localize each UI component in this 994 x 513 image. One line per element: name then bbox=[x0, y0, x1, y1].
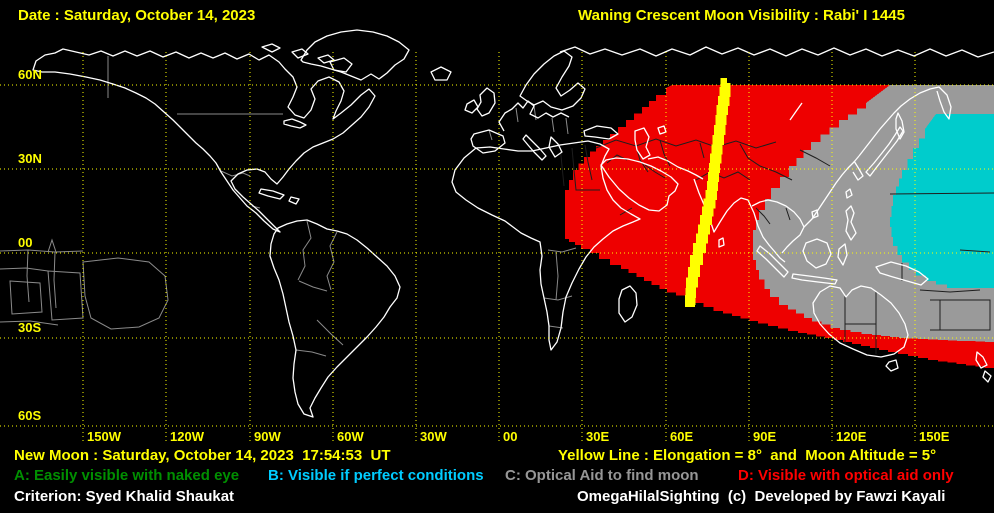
longitude-label: 60W bbox=[337, 429, 364, 444]
new-moon-label: New Moon : Saturday, October 14, 2023 17… bbox=[14, 447, 391, 464]
elongation-line bbox=[685, 78, 731, 307]
date-label: Date : Saturday, October 14, 2023 bbox=[18, 7, 256, 24]
longitude-label: 120W bbox=[170, 429, 205, 444]
legend-item-b: B: Visible if perfect conditions bbox=[268, 467, 484, 484]
graticule: 150W 120W 90W 60W 30W 00 30E 60E 90E 120E 150E 60N 3… bbox=[0, 52, 994, 444]
visibility-zones bbox=[565, 85, 994, 368]
longitude-label: 90E bbox=[753, 429, 776, 444]
legend-item-c: C: Optical Aid to find moon bbox=[505, 467, 699, 484]
latitude-label: 30S bbox=[18, 320, 41, 335]
longitude-label: 30E bbox=[586, 429, 609, 444]
longitude-label: 60E bbox=[670, 429, 693, 444]
legend-item-a: A: Easily visible with naked eye bbox=[14, 467, 240, 484]
page-title: Waning Crescent Moon Visibility : Rabi' … bbox=[578, 7, 905, 24]
longitude-label: 30W bbox=[420, 429, 447, 444]
country-borders-dark bbox=[559, 138, 994, 354]
legend-item-d: D: Visible with optical aid only bbox=[738, 467, 954, 484]
credit-label: OmegaHilalSighting (c) Developed by Fawz… bbox=[577, 488, 946, 505]
latitude-label: 30N bbox=[18, 151, 42, 166]
latitude-label: 60N bbox=[18, 67, 42, 82]
longitude-label: 150W bbox=[87, 429, 122, 444]
longitude-label: 150E bbox=[919, 429, 950, 444]
latitude-label: 00 bbox=[18, 235, 32, 250]
country-borders-gray bbox=[0, 56, 577, 357]
longitude-label: 120E bbox=[836, 429, 867, 444]
latitude-label: 60S bbox=[18, 408, 41, 423]
zone-b-cyan bbox=[890, 114, 994, 288]
criterion-label: Criterion: Syed Khalid Shaukat bbox=[14, 488, 235, 505]
longitude-label: 00 bbox=[503, 429, 517, 444]
longitude-label: 90W bbox=[254, 429, 281, 444]
elongation-line-path bbox=[685, 78, 731, 307]
yellow-line-note: Yellow Line : Elongation = 8° and Moon A… bbox=[558, 447, 937, 464]
